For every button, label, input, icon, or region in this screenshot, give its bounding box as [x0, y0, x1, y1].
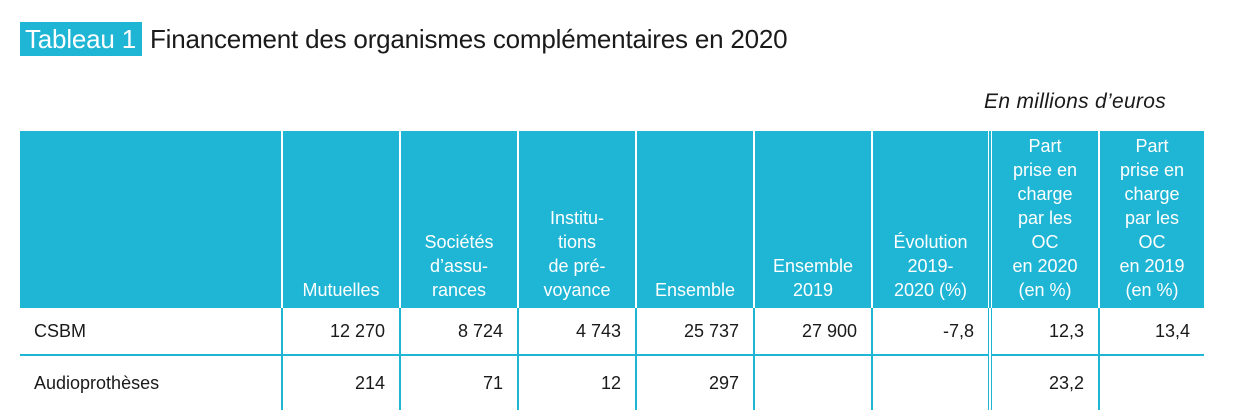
header-evolution: Évolution 2019- 2020 (%)	[871, 131, 990, 308]
unit-note: En millions d’euros	[984, 90, 1166, 113]
table-cell	[871, 355, 990, 410]
table-body: CSBM 12 270 8 724 4 743 25 737 27 900 -7…	[20, 308, 1204, 410]
table-cell: 27 900	[753, 308, 872, 356]
header-row: Mutuelles Sociétés d’assu-rances Institu-…	[20, 131, 1204, 308]
header-part-2019: Part prise en charge par les OC en 2019 (en %)	[1098, 131, 1204, 308]
row-label: CSBM	[20, 308, 282, 356]
row-label: Audioprothèses	[34, 372, 160, 393]
table-title: Tableau 1 Financement des organismes com…	[20, 22, 788, 56]
table-cell: 12	[517, 355, 636, 410]
table-cell: 12 270	[281, 308, 400, 356]
financing-table: Mutuelles Sociétés d’assu-rances Institu-…	[20, 131, 1204, 410]
header-ensemble-2019: Ensemble 2019	[753, 131, 872, 308]
header-cell-empty	[20, 131, 282, 308]
header-ensemble: Ensemble	[635, 131, 754, 308]
table-cell	[753, 355, 872, 410]
table-cell: -7,8	[871, 308, 990, 356]
table-row: Audioprothèses 214 71 12 297 23,2	[20, 355, 1204, 410]
table-cell: 4 743	[517, 308, 636, 356]
table-cell: 214	[281, 355, 400, 410]
header-societes-assurances: Sociétés d’assu-rances	[399, 131, 518, 308]
table-cell: 13,4	[1098, 308, 1204, 356]
table-cell: 71	[399, 355, 518, 410]
table-cell: 8 724	[399, 308, 518, 356]
table-cell: 12,3	[988, 308, 1099, 356]
table-cell: 25 737	[635, 308, 754, 356]
table-row: CSBM 12 270 8 724 4 743 25 737 27 900 -7…	[20, 308, 1204, 356]
header-part-2020: Part prise en charge par les OC en 2020 (en %)	[988, 131, 1099, 308]
table-cell: 23,2	[988, 355, 1099, 410]
header-mutuelles: Mutuelles	[281, 131, 400, 308]
table-number-tag: Tableau 1	[20, 22, 142, 56]
table-cell: 297	[635, 355, 754, 410]
header-institutions-prevoyance: Institu-tions de pré-voyance	[517, 131, 636, 308]
table-cell	[1098, 355, 1204, 410]
table-title-text: Financement des organismes complémentair…	[149, 24, 788, 54]
